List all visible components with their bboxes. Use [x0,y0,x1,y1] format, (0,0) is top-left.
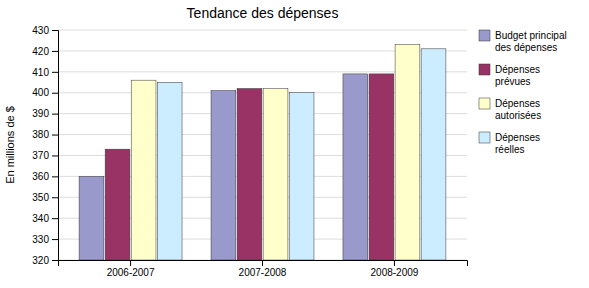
tick: 390 [32,108,58,119]
tick: 430 [32,25,58,36]
axis-line [52,31,59,261]
tick: 330 [32,234,58,245]
bar [369,74,394,260]
bar [131,80,156,260]
bar [289,93,314,260]
legend-label-line: prévues [495,76,531,87]
tick: 360 [32,171,58,182]
legend: Budget principaldes dépensesDépensesprév… [479,30,567,155]
tick-mark [52,72,58,73]
tick-label: 2007-2008 [239,267,287,278]
tick-mark [52,30,58,31]
tick-label: 340 [32,213,49,224]
legend-label-line: autorisées [495,110,541,121]
tick: 370 [32,150,58,161]
tick-label: 390 [32,108,49,119]
bar [105,149,130,260]
legend-label-line: Dépenses [495,64,540,75]
legend-label-line: Dépenses [495,98,540,109]
tick-label: 400 [32,87,49,98]
tick-mark [52,93,58,94]
title: Tendance des dépenses [187,5,339,21]
tick-mark [394,260,395,266]
legend-swatch [479,98,490,109]
legend-label: Dépensesautorisées [495,98,541,121]
tick-mark [262,260,263,266]
y-axis: 320 330 340 350 360 370 380 390 400 410 420 430 [32,25,58,266]
tick-mark [52,239,58,240]
tick: 2006-2007 [107,260,155,278]
tick-mark [52,51,58,52]
axis-line [59,261,468,267]
tick-mark [130,260,131,266]
tick: 420 [32,46,58,57]
bar-series [79,74,368,260]
tick: 410 [32,67,58,78]
tick: 320 [32,255,58,266]
legend-swatch [479,64,490,75]
tick-mark [52,135,58,136]
legend-label-line: Budget principal [495,30,567,41]
tick-label: 320 [32,255,49,266]
tick-label: 420 [32,46,49,57]
legend-label-line: réelles [495,144,524,155]
bar [263,89,288,260]
grid [58,30,467,260]
legend-label: Budget principaldes dépenses [495,30,567,53]
tick: 380 [32,129,58,140]
axis-title: En millions de $ [4,106,16,184]
tick-label: 2008-2009 [371,267,419,278]
bars [79,45,446,260]
bar [343,74,368,260]
tick-mark [52,218,58,219]
legend-label: Dépensesprévues [495,64,540,87]
legend-label-line: Dépenses [495,132,540,143]
legend-label: Dépensesréelles [495,132,540,155]
tick-label: 350 [32,192,49,203]
tick-label: 2006-2007 [107,267,155,278]
tick-mark [52,197,58,198]
tick: 2007-2008 [239,260,287,278]
bar-series [105,74,394,260]
bar [237,89,262,260]
tick-label: 330 [32,234,49,245]
tick: 400 [32,87,58,98]
tick-label: 380 [32,129,49,140]
legend-item: Dépensesprévues [479,64,540,87]
tick: 340 [32,213,58,224]
bar [79,176,104,260]
x-axis: 2006-2007 2007-2008 2008-2009 [59,260,468,278]
legend-label-line: des dépenses [495,42,557,53]
tick-label: 410 [32,67,49,78]
plot: 320 330 340 350 360 370 380 390 400 410 420 430 2006… [32,25,467,278]
bar-series [131,45,420,260]
tick-label: 430 [32,25,49,36]
tick: 2008-2009 [371,260,419,278]
bar [395,45,420,260]
bar [421,49,446,260]
tick-label: 360 [32,171,49,182]
grid-line [58,30,467,31]
legend-item: Dépensesautorisées [479,98,541,121]
legend-swatch [479,132,490,143]
bar-series [157,49,446,260]
bar [211,91,236,260]
tick: 350 [32,192,58,203]
legend-item: Budget principaldes dépenses [479,30,567,53]
tick-mark [52,114,58,115]
tick-mark [52,176,58,177]
legend-swatch [479,30,490,41]
tick-mark [52,155,58,156]
legend-item: Dépensesréelles [479,132,540,155]
bar [157,82,182,260]
tick-mark [52,260,58,261]
tick-label: 370 [32,150,49,161]
chart: 320 330 340 350 360 370 380 390 400 410 420 430 2006… [0,0,589,288]
